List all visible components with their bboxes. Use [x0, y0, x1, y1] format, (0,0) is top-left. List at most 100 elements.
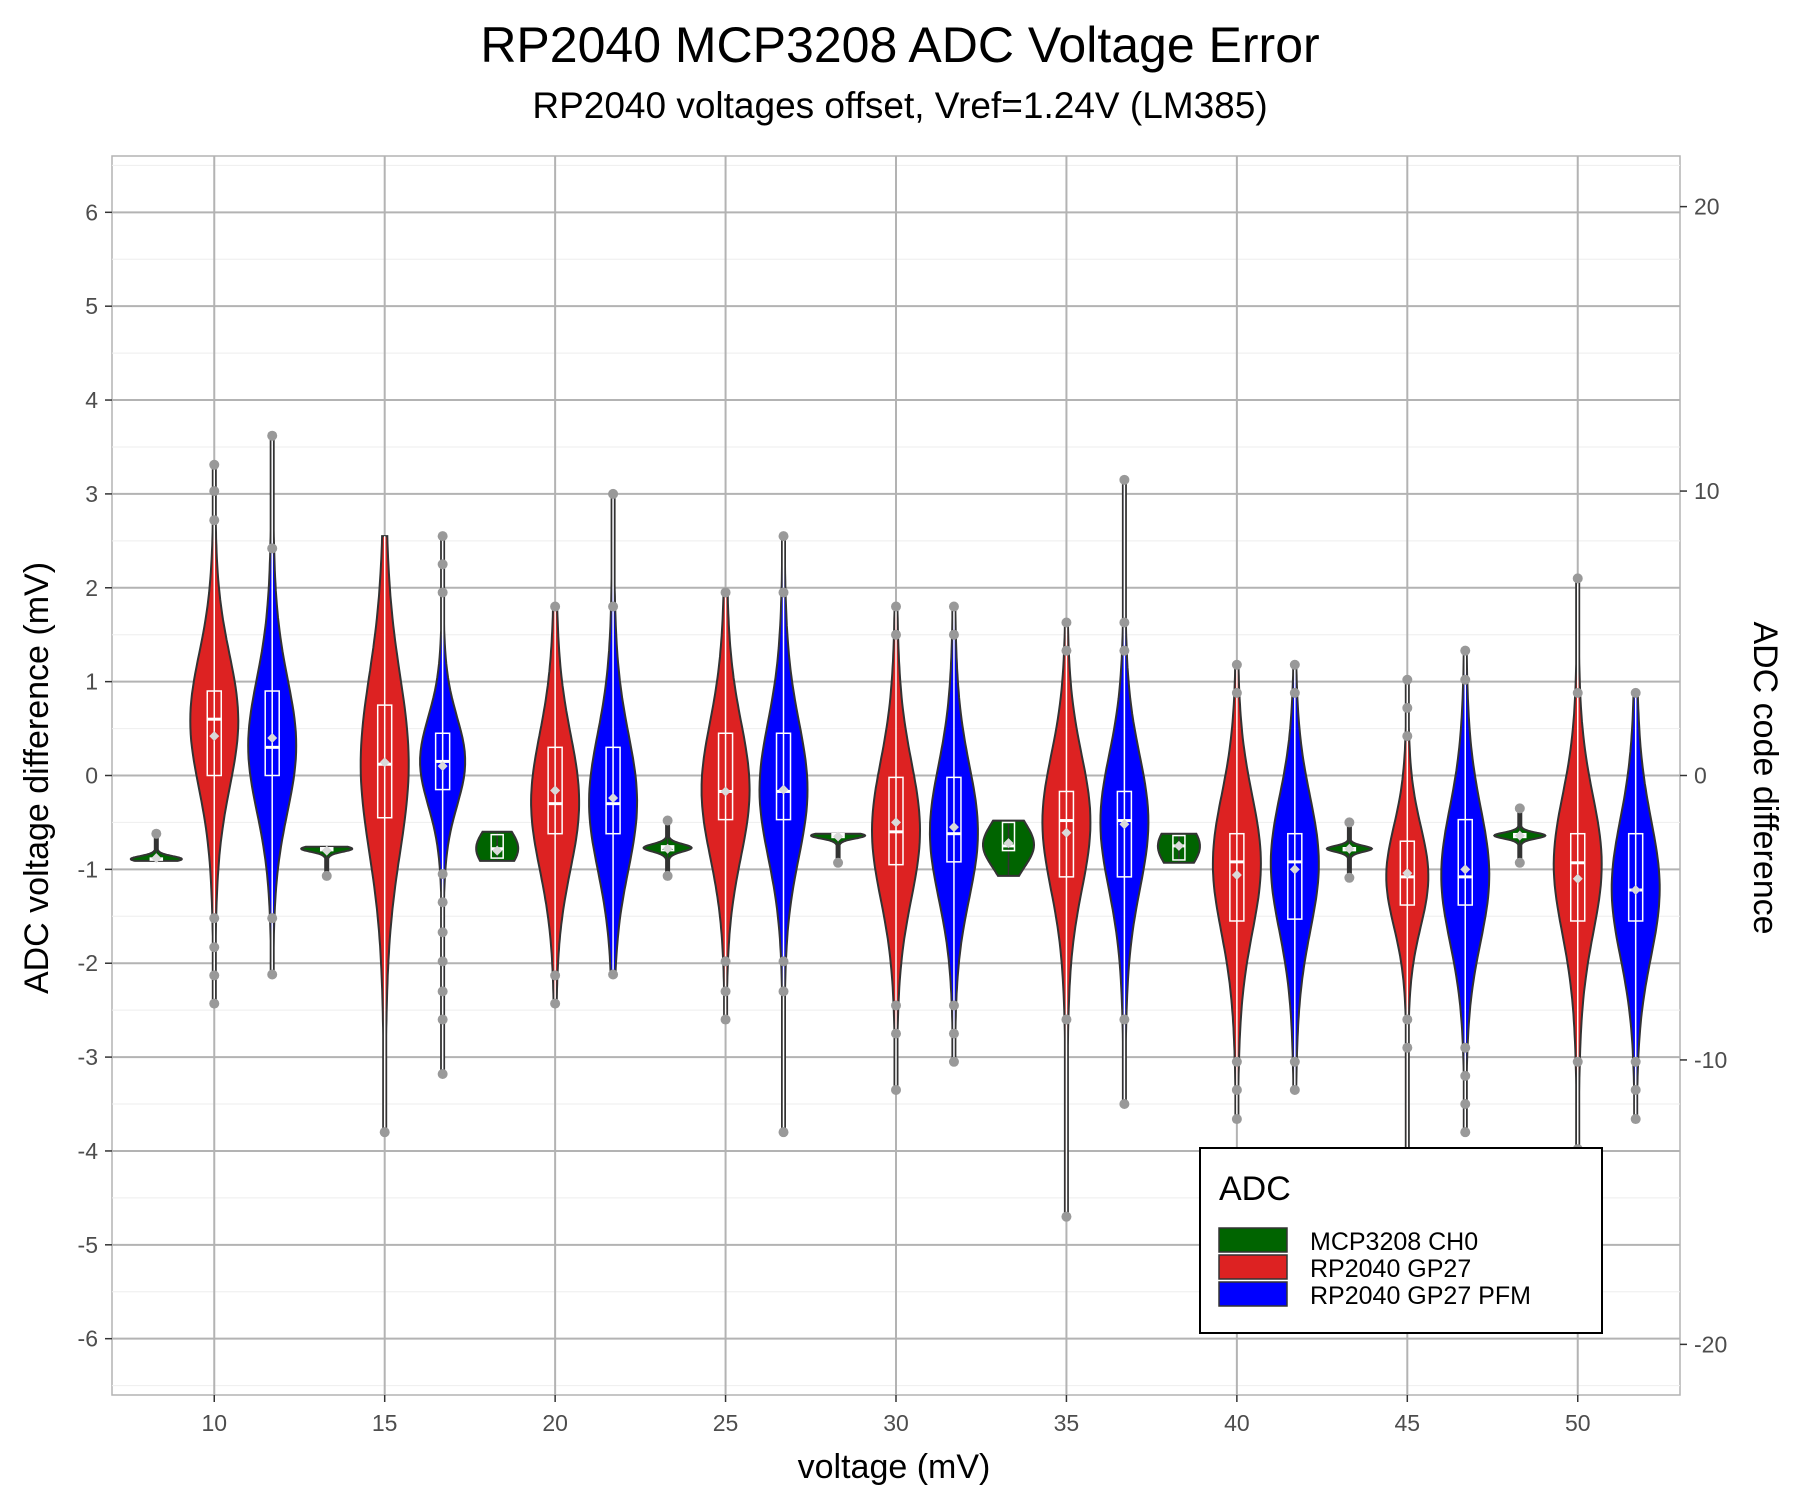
outlier-point-rp2040-gp27 — [891, 1028, 901, 1039]
mean-marker-mcp3208-ch0 — [321, 845, 332, 856]
legend-title: ADC — [1219, 1170, 1291, 1208]
mean-marker-rp2040-gp27-pfm — [1630, 885, 1641, 896]
outlier-point-rp2040-gp27 — [1061, 1211, 1072, 1222]
outlier-point-rp2040-gp27-pfm — [1289, 687, 1300, 698]
violin-group-rp2040-gp27 — [359, 535, 410, 1138]
outlier-point-rp2040-gp27 — [1231, 1114, 1242, 1125]
mean-marker-rp2040-gp27-pfm — [1460, 864, 1471, 875]
outlier-point-rp2040-gp27-pfm — [1460, 1042, 1471, 1053]
mean-marker-rp2040-gp27 — [1061, 827, 1072, 838]
outlier-point-rp2040-gp27 — [209, 942, 220, 953]
outlier-point-rp2040-gp27-pfm — [1289, 659, 1300, 670]
outlier-point-mcp3208-ch0 — [1344, 817, 1355, 828]
outlier-point-rp2040-gp27 — [1402, 674, 1413, 685]
legend-item-rp2040-gp27: RP2040 GP27 — [1218, 1254, 1471, 1283]
y2-tick-label: 10 — [1694, 478, 1720, 504]
mean-marker-mcp3208-ch0 — [833, 831, 844, 842]
violin-group-rp2040-gp27 — [1385, 674, 1430, 1152]
y2-axis-title: ADC code difference — [1746, 621, 1784, 934]
outlier-point-rp2040-gp27-pfm — [1119, 645, 1130, 656]
outlier-point-rp2040-gp27 — [1061, 617, 1072, 628]
y-tick-label: -2 — [78, 950, 98, 976]
outlier-point-rp2040-gp27-pfm — [437, 559, 448, 570]
x-tick-label: 15 — [372, 1410, 398, 1436]
outlier-point-rp2040-gp27 — [720, 956, 731, 967]
outlier-point-rp2040-gp27 — [550, 970, 561, 981]
outlier-point-rp2040-gp27 — [720, 986, 731, 997]
y-tick-label: -6 — [78, 1326, 98, 1352]
box-rp2040-gp27-pfm — [946, 776, 962, 863]
violin-group-rp2040-gp27 — [1211, 659, 1262, 1125]
violin-group-rp2040-gp27-pfm — [1610, 687, 1661, 1125]
legend: ADC MCP3208 CH0 RP2040 GP27 RP2040 GP27 … — [1199, 1147, 1603, 1334]
y-tick-label: 4 — [85, 387, 98, 413]
outlier-point-rp2040-gp27-pfm — [437, 956, 448, 967]
box-rp2040-gp27-pfm — [1287, 832, 1303, 920]
outlier-point-rp2040-gp27-pfm — [267, 969, 278, 980]
legend-item-mcp3208: MCP3208 CH0 — [1218, 1227, 1478, 1256]
violin-group-rp2040-gp27-pfm — [758, 531, 809, 1138]
violin-group-rp2040-gp27-pfm — [419, 531, 467, 1079]
y-tick-label: -4 — [78, 1138, 99, 1164]
outlier-point-rp2040-gp27 — [891, 1084, 901, 1095]
outlier-point-rp2040-gp27 — [891, 601, 901, 612]
outlier-point-rp2040-gp27 — [720, 587, 731, 598]
mean-marker-rp2040-gp27 — [209, 731, 220, 742]
outlier-point-rp2040-gp27-pfm — [778, 587, 789, 598]
box-rp2040-gp27 — [1569, 832, 1586, 922]
box-mcp3208-ch0 — [1001, 821, 1016, 852]
legend-item-rp2040-gp27-pfm: RP2040 GP27 PFM — [1218, 1281, 1531, 1310]
mean-marker-mcp3208-ch0 — [1173, 840, 1184, 851]
outlier-point-mcp3208-ch0 — [151, 828, 162, 839]
legend-swatch-rp2040-gp27 — [1218, 1254, 1288, 1280]
mean-marker-rp2040-gp27-pfm — [778, 784, 789, 795]
outlier-point-rp2040-gp27-pfm — [1460, 674, 1471, 685]
x-axis-title: voltage (mV) — [798, 1448, 991, 1486]
outlier-point-rp2040-gp27-pfm — [948, 601, 959, 612]
mean-marker-rp2040-gp27 — [379, 757, 390, 768]
outlier-point-rp2040-gp27-pfm — [1630, 1114, 1641, 1125]
y-tick-label: 0 — [85, 763, 98, 789]
box-mcp3208-ch0 — [1172, 834, 1186, 861]
box-rp2040-gp27 — [1058, 790, 1075, 878]
outlier-point-rp2040-gp27 — [1572, 687, 1583, 698]
outlier-point-rp2040-gp27 — [1572, 1056, 1583, 1067]
violin-group-mcp3208-ch0 — [1325, 817, 1374, 883]
box-rp2040-gp27 — [376, 704, 393, 819]
outlier-point-rp2040-gp27-pfm — [437, 1068, 448, 1079]
box-rp2040-gp27 — [1229, 832, 1245, 922]
outlier-point-rp2040-gp27-pfm — [1460, 645, 1471, 656]
box-rp2040-gp27-pfm — [1116, 790, 1133, 878]
outlier-point-rp2040-gp27-pfm — [1630, 1056, 1641, 1067]
outlier-point-rp2040-gp27 — [891, 629, 901, 640]
y2-tick-label: -20 — [1694, 1331, 1727, 1357]
violin-group-mcp3208-ch0 — [300, 845, 354, 881]
mean-marker-rp2040-gp27 — [891, 817, 901, 828]
outlier-point-rp2040-gp27-pfm — [778, 1127, 789, 1138]
y-tick-label: -3 — [78, 1044, 98, 1070]
outlier-point-rp2040-gp27-pfm — [778, 986, 789, 997]
outlier-point-rp2040-gp27 — [209, 913, 220, 924]
outlier-point-rp2040-gp27-pfm — [437, 897, 448, 908]
outlier-point-rp2040-gp27-pfm — [1119, 617, 1130, 628]
y-tick-label: -1 — [78, 856, 98, 882]
violin-group-rp2040-gp27-pfm — [247, 430, 298, 980]
outlier-point-rp2040-gp27-pfm — [778, 956, 789, 967]
mean-marker-mcp3208-ch0 — [151, 853, 162, 864]
outlier-point-rp2040-gp27-pfm — [1119, 1014, 1130, 1025]
y-axis-title: ADC voltage difference (mV) — [18, 562, 56, 994]
outlier-point-mcp3208-ch0 — [662, 815, 673, 826]
outlier-point-rp2040-gp27-pfm — [1119, 474, 1130, 485]
violin-group-mcp3208-ch0 — [810, 831, 867, 868]
y-tick-label: 5 — [85, 293, 98, 319]
box-rp2040-gp27 — [888, 776, 904, 866]
outlier-point-rp2040-gp27-pfm — [1630, 687, 1641, 698]
legend-swatch-mcp3208 — [1218, 1227, 1288, 1253]
mean-marker-rp2040-gp27 — [1231, 869, 1242, 880]
mean-marker-mcp3208-ch0 — [1003, 838, 1014, 849]
legend-label-rp2040-gp27: RP2040 GP27 — [1310, 1255, 1471, 1283]
mean-marker-rp2040-gp27-pfm — [1119, 819, 1130, 830]
outlier-point-mcp3208-ch0 — [1344, 872, 1355, 883]
outlier-point-rp2040-gp27 — [1402, 1014, 1413, 1025]
